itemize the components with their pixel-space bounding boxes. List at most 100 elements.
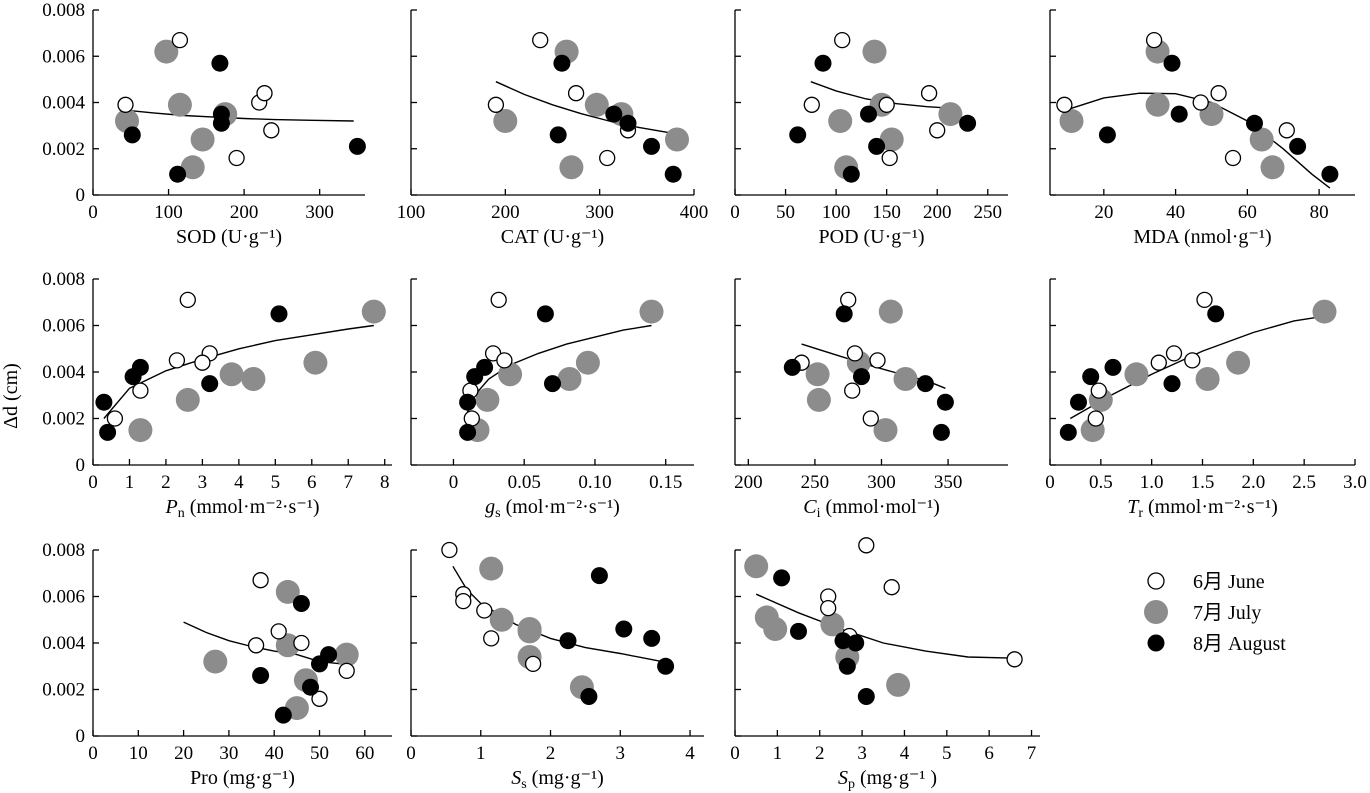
point-july [517,619,542,644]
y-tick-label: 0.002 [42,409,85,430]
point-august [853,368,870,386]
point-june [455,592,472,610]
point-july [303,350,328,375]
legend-label-june: 6月 June [1193,571,1265,593]
x-tick-label: 7 [343,472,353,493]
point-august [459,393,477,411]
point-june [1192,94,1209,111]
x-tick-label: 4 [900,743,910,764]
point-june [881,149,898,167]
point-july [1195,367,1220,391]
x-tick-label: 1.0 [1140,472,1164,493]
x-tick-label: 40 [1166,202,1185,223]
x-tick-label: 0.05 [508,472,541,493]
point-july [805,362,830,387]
point-july [1226,350,1251,375]
point-august [1163,375,1181,393]
point-august [664,165,682,183]
point-july [190,127,215,152]
point-august [1059,423,1077,441]
x-tick-label: 1 [773,743,783,764]
point-july [665,127,689,152]
x-tick-label: 80 [1310,202,1329,223]
point-august [99,423,117,441]
point-june [311,690,328,707]
x-tick-label: 1 [125,472,135,493]
point-august [466,368,484,386]
panel-pn: 0 1 2 3 4 5 6 7 8 0 0.002 0.004 0.006 0.008 Pn (mmol·m… [42,269,392,521]
point-june [490,291,507,309]
point-august [211,54,229,72]
point-july [806,387,831,412]
point-july [1145,92,1170,117]
point-july [334,642,359,667]
point-july [175,387,200,412]
point-july [1059,109,1084,133]
legend-label-august: 8月 August [1193,633,1286,655]
point-july [154,39,179,64]
y-tick-label: 0.004 [42,633,85,654]
y-tick-label: 0 [76,726,86,747]
point-august [459,423,477,441]
point-june [1056,96,1073,113]
point-july [559,155,584,180]
x-axis-label-cat: CAT (U·g⁻¹) [501,226,604,248]
legend-marker-august [1147,634,1165,652]
x-axis-label-pn: Pn (mmol·m⁻²·s⁻¹) [165,496,320,521]
point-june [869,352,886,369]
x-tick-label: 50 [310,743,329,764]
x-tick-label: 0.10 [578,472,611,493]
x-axis-label-tr: Tr (mmol·m⁻²·s⁻¹) [1127,496,1278,521]
point-july [1260,155,1285,180]
y-tick-label: 0 [76,185,86,206]
point-august [1207,305,1225,323]
point-june [487,96,505,113]
y-tick-label: 0.006 [42,316,85,337]
point-august [789,126,807,144]
y-tick-label: 0.002 [42,139,85,160]
point-june [228,149,245,167]
point-june [1210,85,1227,102]
x-tick-label: 30 [219,743,238,764]
x-tick-label: 4 [234,472,244,493]
x-tick-label: 0 [88,743,98,764]
x-axis-label-ci: Ci (mmol·mol⁻¹) [803,496,940,521]
point-july [479,556,504,581]
point-july [489,607,514,632]
x-tick-label: 300 [305,202,334,223]
panel-pro: 0 10 20 30 40 50 60 0 0.002 0.004 0.006 0.008 Pro (m… [42,540,392,789]
x-tick-label: 350 [934,472,963,493]
legend-label-july: 7月 July [1193,602,1261,624]
point-august [1082,368,1100,386]
panel-sod: 0 100 200 300 0 0.002 0.004 0.006 0.008 SOD (U·g⁻… [42,0,366,248]
y-tick-label: 0 [76,455,86,476]
point-june [883,579,900,596]
x-tick-label: 10 [129,743,148,764]
point-august [124,368,142,386]
point-june [920,85,938,102]
point-august [1246,114,1263,132]
point-june [256,85,273,102]
x-tick-label: 50 [776,202,795,223]
point-june [1087,410,1104,427]
x-tick-label: 1 [476,743,486,764]
point-july [128,418,153,443]
x-tick-label: 20 [174,743,193,764]
x-axis-label-sp: Sp (mg·g⁻¹ ) [838,767,937,792]
x-tick-label: 0 [88,472,98,493]
point-august [790,622,807,640]
point-june [463,410,480,427]
x-tick-label: 5 [942,743,952,764]
x-tick-label: 200 [734,472,763,493]
point-june [1006,651,1023,668]
x-tick-label: 5 [271,472,281,493]
point-july [584,92,609,117]
point-august [835,305,853,323]
point-august [860,105,877,123]
x-axis-label-gs: gs (mol·m⁻²·s⁻¹) [485,496,620,521]
x-axis-label-pro: Pro (mg·g⁻¹) [190,767,295,789]
x-axis-label-pod: POD (U·g⁻¹) [819,226,925,248]
x-tick-label: 100 [397,202,426,223]
